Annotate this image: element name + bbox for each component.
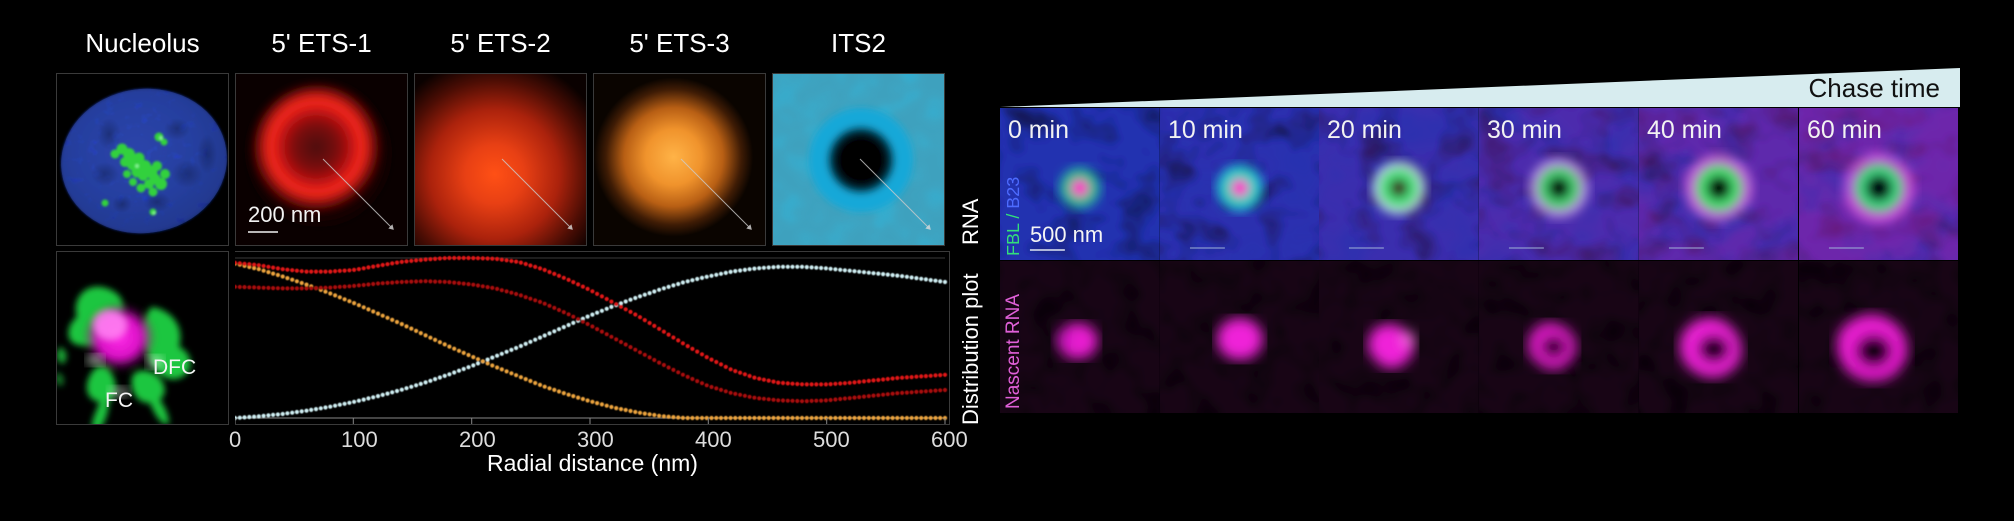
svg-text:500 nm: 500 nm xyxy=(1030,222,1103,247)
svg-text:30 min: 30 min xyxy=(1487,116,1562,144)
svg-text:Chase time: Chase time xyxy=(1809,73,1941,103)
svg-text:DFC: DFC xyxy=(153,356,196,379)
svg-text:FBL / B23: FBL / B23 xyxy=(1003,177,1023,256)
svg-text:Nascent RNA: Nascent RNA xyxy=(1003,294,1024,409)
svg-text:20 min: 20 min xyxy=(1327,116,1402,144)
svg-text:FC: FC xyxy=(105,389,133,412)
svg-text:10 min: 10 min xyxy=(1168,116,1243,144)
svg-text:200 nm: 200 nm xyxy=(248,202,321,227)
svg-text:60 min: 60 min xyxy=(1806,116,1881,144)
svg-text:0 min: 0 min xyxy=(1008,116,1069,144)
svg-text:40 min: 40 min xyxy=(1647,116,1722,144)
